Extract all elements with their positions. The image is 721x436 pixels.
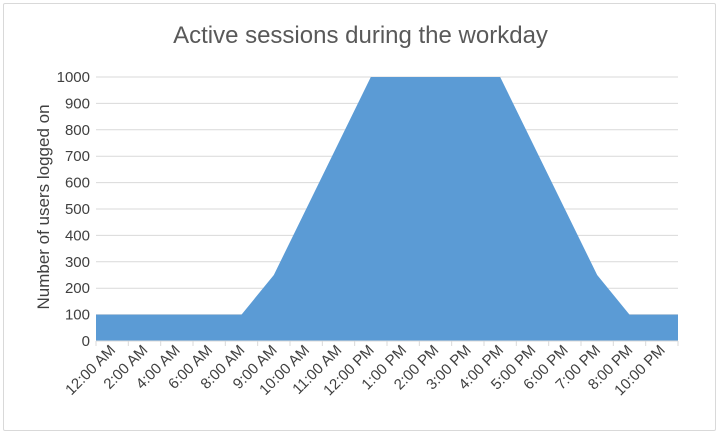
y-tick-label: 600 xyxy=(65,175,90,192)
x-axis: 12:00 AM2:00 AM4:00 AM6:00 AM8:00 AM9:00… xyxy=(62,340,679,399)
y-tick-label: 300 xyxy=(65,254,90,271)
y-axis: 0 100 200 300 400 500 600 700 800 900 1000 xyxy=(57,69,90,350)
y-tick-label: 800 xyxy=(65,122,90,139)
y-tick-label: 700 xyxy=(65,148,90,165)
y-tick-label: 0 xyxy=(82,333,90,350)
area-series xyxy=(96,77,678,341)
y-tick-label: 200 xyxy=(65,280,90,297)
y-tick-label: 900 xyxy=(65,95,90,112)
series-area xyxy=(96,77,678,341)
chart-title: Active sessions during the workday xyxy=(173,22,548,49)
y-tick-label: 400 xyxy=(65,227,90,244)
y-tick-label: 100 xyxy=(65,307,90,324)
y-tick-label: 1000 xyxy=(57,69,90,86)
y-tick-label: 500 xyxy=(65,201,90,218)
